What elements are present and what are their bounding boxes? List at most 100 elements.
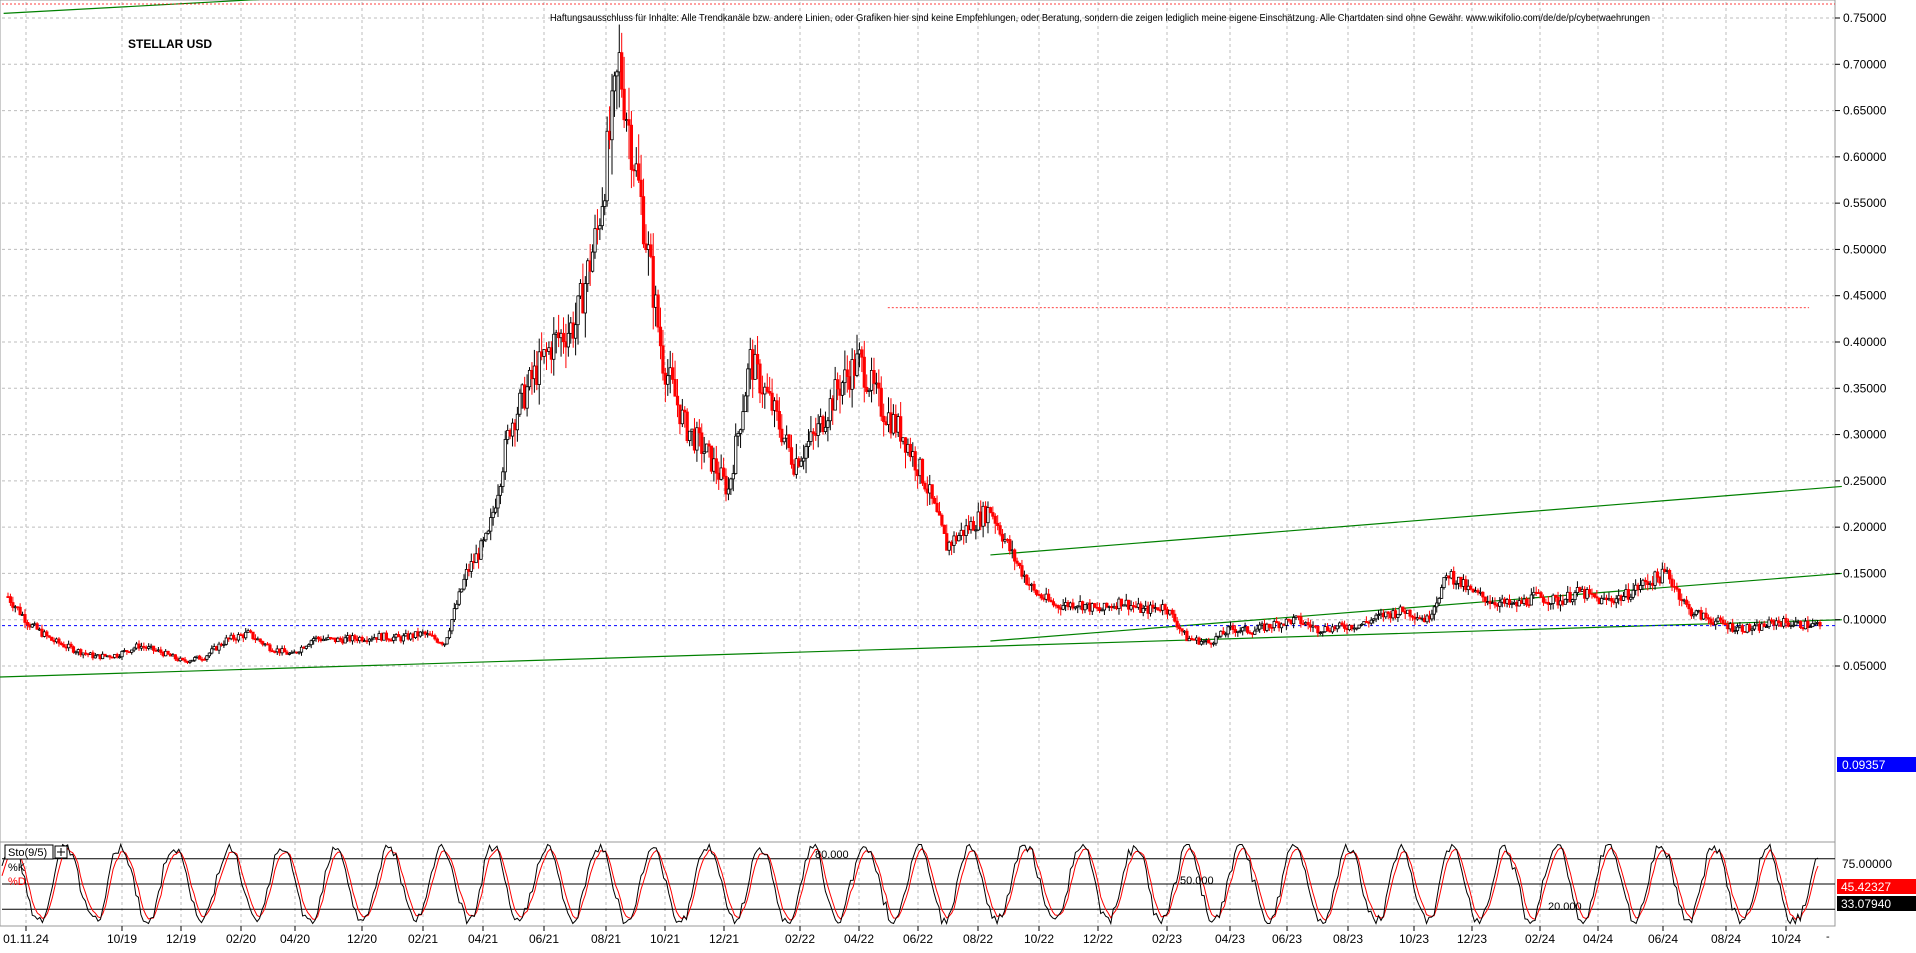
candle-body <box>1071 602 1075 609</box>
candle-body <box>680 409 684 425</box>
candle-body <box>1704 612 1708 619</box>
y-tick-label: 0.75000 <box>1843 11 1887 25</box>
candle-body <box>996 522 1000 527</box>
candle-body <box>1549 603 1553 605</box>
candle-body <box>1049 599 1053 603</box>
candle-body <box>1199 641 1204 645</box>
candle-body <box>30 624 34 628</box>
scroll-indicator[interactable]: - <box>1826 931 1830 943</box>
candle-body <box>991 512 995 517</box>
candle-body <box>1777 620 1781 624</box>
candle-body <box>525 386 529 409</box>
candle-body <box>1211 642 1216 645</box>
candle-body <box>1129 605 1133 610</box>
candle-body <box>1469 585 1473 590</box>
candle-body <box>1507 599 1512 605</box>
candle-body <box>1464 579 1468 591</box>
candle-body <box>1760 623 1764 631</box>
candle-body <box>920 458 925 484</box>
candle-body <box>193 657 197 661</box>
candle-body <box>1631 589 1635 598</box>
x-tick-label: 02/20 <box>226 932 256 946</box>
candle-body <box>1100 609 1104 612</box>
candle-body <box>610 90 614 141</box>
candle-body <box>125 650 129 653</box>
candle-body <box>1178 626 1182 630</box>
candle-body <box>787 434 791 449</box>
candle-body <box>1151 604 1155 609</box>
candle-body <box>658 326 663 347</box>
candle-body <box>661 345 665 374</box>
candle-body <box>455 603 459 609</box>
candle-body <box>537 351 541 385</box>
candle-body <box>1765 626 1769 629</box>
candle-body <box>1231 625 1235 630</box>
candle-body <box>615 71 619 77</box>
candle-body <box>217 643 221 651</box>
candle-body <box>202 658 207 661</box>
candle-body <box>1721 619 1725 624</box>
candle-body <box>552 333 556 360</box>
x-tick-label: 12/19 <box>166 932 196 946</box>
candle-body <box>840 382 845 396</box>
candle-body <box>799 460 803 467</box>
candle-body <box>248 630 253 633</box>
candle-body <box>103 653 107 657</box>
candle-body <box>132 647 136 651</box>
candle-body <box>1684 599 1689 605</box>
candle-body <box>93 655 97 659</box>
candle-body <box>700 432 704 454</box>
candle-body <box>1408 609 1412 617</box>
candle-body <box>57 638 61 644</box>
candle-body <box>860 349 864 358</box>
candle-body <box>1362 621 1366 625</box>
candle-body <box>1692 614 1696 617</box>
y-tick-label: 0.55000 <box>1843 196 1887 210</box>
candle-body <box>244 631 248 639</box>
candle-body <box>942 524 946 534</box>
candle-body <box>258 638 262 642</box>
candle-body <box>1714 620 1718 626</box>
candle-body <box>440 642 444 645</box>
candle-body <box>768 391 772 394</box>
candle-body <box>1762 623 1766 628</box>
candle-body <box>447 630 452 639</box>
candle-body <box>50 636 54 641</box>
candle-body <box>304 645 308 649</box>
candle-body <box>1808 626 1812 628</box>
candle-body <box>1105 602 1109 608</box>
candle-body <box>743 395 748 413</box>
candle-body <box>190 659 194 662</box>
candle-body <box>899 416 903 442</box>
candle-body <box>1454 582 1458 585</box>
candle-body <box>639 179 643 198</box>
level-20-label: 20.000 <box>1548 901 1582 913</box>
candle-body <box>1653 571 1657 586</box>
candle-body <box>1093 603 1097 608</box>
candle-body <box>1275 621 1279 624</box>
candle-body <box>1224 633 1228 636</box>
candle-body <box>8 596 13 603</box>
x-tick-label: 10/21 <box>650 932 680 946</box>
candle-body <box>462 578 466 590</box>
x-tick-label: 08/24 <box>1711 932 1741 946</box>
x-tick-label: 01.11.24 <box>3 932 49 946</box>
candle-body <box>518 392 522 415</box>
candle-body <box>428 633 432 636</box>
candle-body <box>811 431 815 434</box>
candle-body <box>1238 630 1242 633</box>
candle-body <box>117 656 122 659</box>
candle-body <box>714 458 718 474</box>
x-tick-label: 12/23 <box>1457 932 1487 946</box>
candle-body <box>1629 596 1633 600</box>
candle-body <box>782 437 786 443</box>
stoch-k-line <box>1 842 1819 926</box>
candle-body <box>755 353 760 365</box>
candle-body <box>71 646 76 653</box>
candle-body <box>108 655 112 658</box>
candle-body <box>821 416 825 432</box>
candle-body <box>865 386 869 392</box>
candle-body <box>935 502 939 512</box>
legend-d: %D <box>8 876 26 888</box>
